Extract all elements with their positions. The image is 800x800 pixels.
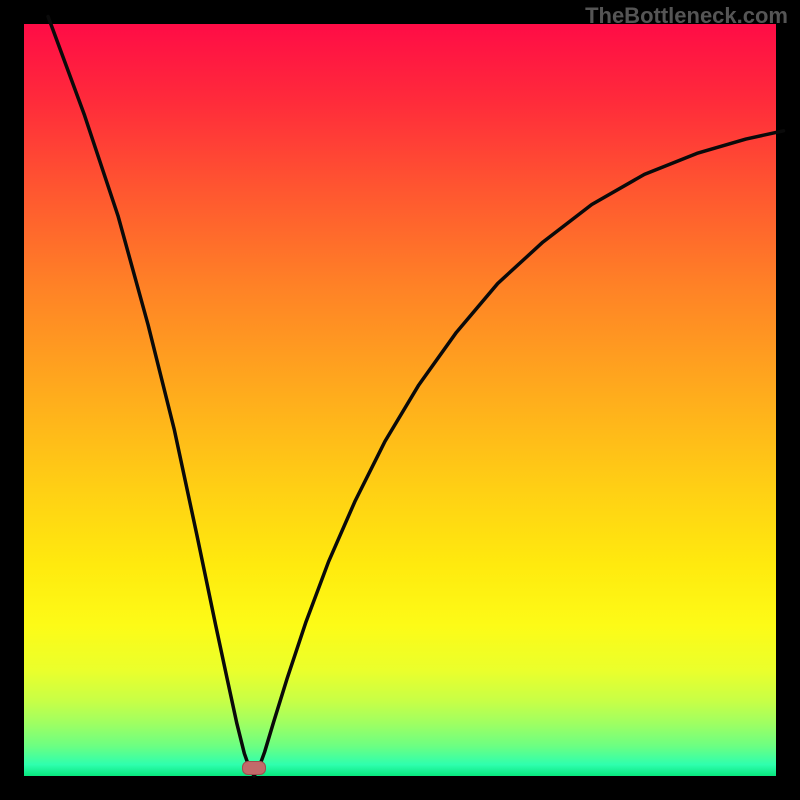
minimum-marker — [242, 761, 266, 775]
curve-path — [48, 16, 783, 776]
chart-container: { "chart": { "type": "line", "canvas": {… — [0, 0, 800, 800]
watermark-text: TheBottleneck.com — [585, 3, 788, 29]
bottleneck-curve — [24, 24, 776, 776]
plot-area — [24, 24, 776, 776]
